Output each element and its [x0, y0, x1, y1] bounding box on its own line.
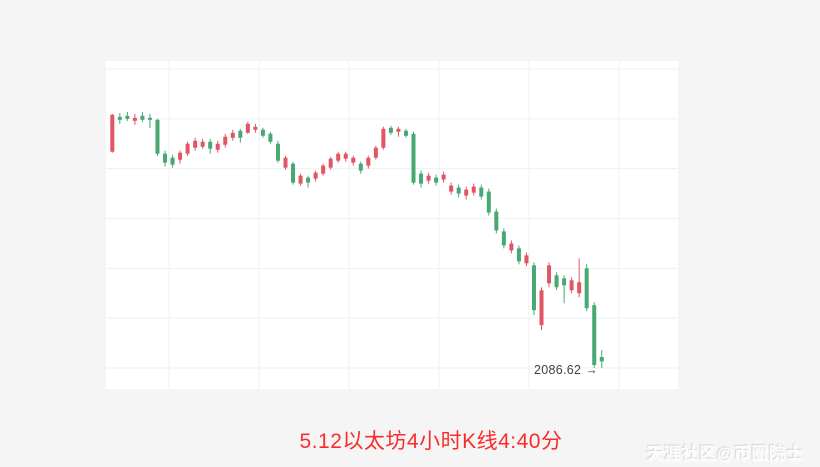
candle [584, 264, 589, 312]
candle [426, 172, 431, 184]
candle [554, 272, 559, 291]
candle [260, 127, 265, 138]
candle [577, 258, 582, 298]
candle [328, 156, 333, 170]
candle [343, 151, 348, 162]
candle [291, 161, 296, 185]
candle [306, 175, 311, 188]
candle [358, 161, 363, 174]
candle [449, 182, 454, 195]
candle [155, 118, 160, 156]
candle [531, 262, 536, 316]
candle [208, 138, 213, 154]
candle [275, 140, 280, 163]
candle [501, 228, 506, 249]
candle [313, 170, 318, 182]
candle [388, 125, 393, 135]
candle [125, 111, 130, 121]
candle [434, 174, 439, 186]
candle [238, 128, 243, 143]
candlestick-chart-panel: 2086.62 → [106, 61, 678, 389]
candle [223, 133, 228, 148]
candle [178, 150, 183, 164]
candle [464, 186, 469, 200]
candle [117, 112, 122, 124]
candle [562, 275, 567, 304]
candle [599, 350, 604, 368]
candle [456, 184, 461, 198]
candle [539, 287, 544, 331]
candle [351, 155, 356, 166]
candle [592, 302, 597, 368]
candle [441, 171, 446, 183]
candle [396, 126, 401, 137]
watermark-text: 天涯社区@币圈院士 [646, 445, 804, 463]
candle [298, 173, 303, 186]
candle [494, 208, 499, 234]
candle [569, 277, 574, 294]
chart-caption: 5.12以太坊4小时K线4:40分 [299, 430, 563, 453]
candle [245, 121, 250, 134]
candle [366, 155, 371, 169]
candle [185, 141, 190, 156]
candle [170, 154, 175, 168]
candle [524, 252, 529, 267]
candle [193, 137, 198, 151]
candles [110, 111, 604, 368]
candle [381, 126, 386, 150]
candle [403, 128, 408, 138]
candle [479, 184, 484, 200]
candle [321, 163, 326, 176]
candle [411, 131, 416, 185]
candle [253, 123, 258, 133]
candle [215, 140, 220, 153]
candlestick-chart [106, 61, 678, 389]
last-price-label: 2086.62 → [534, 363, 598, 377]
candle [163, 150, 168, 167]
candle [140, 111, 145, 122]
candle [471, 183, 476, 196]
candle [509, 240, 514, 254]
candle [110, 113, 115, 153]
candle [268, 131, 273, 144]
candle [132, 113, 137, 125]
candle [230, 129, 235, 141]
candle [516, 245, 521, 265]
last-price-value: 2086.62 [534, 363, 582, 377]
candle [147, 113, 152, 128]
candle [486, 188, 491, 216]
gridlines [106, 61, 678, 389]
candle [547, 262, 552, 288]
candle [373, 145, 378, 160]
candle [200, 138, 205, 149]
candle [419, 170, 424, 188]
candle [283, 155, 288, 170]
right-arrow-icon: → [585, 363, 599, 377]
candle [336, 151, 341, 163]
